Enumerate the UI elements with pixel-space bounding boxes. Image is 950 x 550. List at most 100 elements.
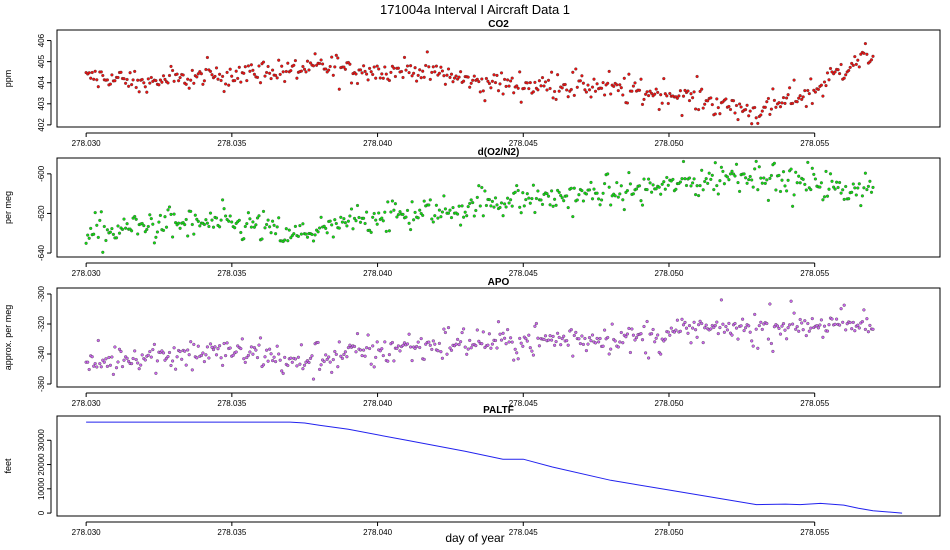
data-point xyxy=(692,320,696,324)
x-axis-label: day of year xyxy=(445,531,505,545)
data-point xyxy=(766,337,770,341)
data-point xyxy=(806,160,810,164)
data-point xyxy=(671,177,675,181)
data-point xyxy=(560,337,564,341)
data-point xyxy=(634,336,639,340)
data-point xyxy=(824,169,828,173)
data-point xyxy=(236,76,240,80)
data-point xyxy=(578,79,582,83)
data-point xyxy=(663,187,667,191)
data-point xyxy=(384,72,388,76)
data-point xyxy=(277,352,281,356)
data-point xyxy=(603,93,607,97)
data-point xyxy=(481,214,485,218)
data-point xyxy=(98,218,102,222)
data-point xyxy=(866,184,870,188)
data-point xyxy=(378,349,382,353)
data-point xyxy=(316,340,320,345)
data-point xyxy=(489,86,493,90)
data-point xyxy=(797,174,801,178)
data-point xyxy=(355,332,360,336)
data-point xyxy=(304,70,308,74)
data-point xyxy=(169,64,173,68)
data-point xyxy=(486,79,490,83)
data-point xyxy=(407,221,411,225)
data-point xyxy=(171,359,175,363)
data-point xyxy=(798,317,802,322)
data-point xyxy=(242,237,246,241)
data-point xyxy=(533,80,537,84)
data-point xyxy=(395,346,399,350)
data-point xyxy=(389,70,393,74)
data-point xyxy=(748,330,752,334)
data-point xyxy=(145,227,149,232)
data-point xyxy=(510,340,514,344)
data-point xyxy=(827,323,831,327)
x-tick-label: 278.045 xyxy=(509,139,538,148)
data-point xyxy=(501,92,505,96)
series-points xyxy=(84,42,875,126)
data-point xyxy=(640,203,645,207)
data-point xyxy=(345,224,349,228)
data-point xyxy=(692,90,696,94)
data-point xyxy=(734,162,739,166)
panel-frame xyxy=(56,287,941,388)
data-point xyxy=(683,88,687,92)
data-point xyxy=(154,235,158,239)
data-point xyxy=(590,197,595,201)
x-tick-label: 278.050 xyxy=(655,139,684,148)
data-point xyxy=(593,341,598,345)
data-point xyxy=(340,220,344,224)
data-point xyxy=(219,218,223,222)
data-point xyxy=(346,219,350,223)
data-point xyxy=(261,60,266,64)
data-point xyxy=(257,64,261,68)
data-point xyxy=(466,347,470,351)
data-point xyxy=(610,322,614,326)
data-point xyxy=(167,350,172,355)
data-point xyxy=(618,340,622,344)
data-point xyxy=(871,185,875,189)
data-point xyxy=(607,69,611,73)
data-point xyxy=(418,345,422,350)
data-point xyxy=(337,226,341,230)
data-point xyxy=(619,184,623,188)
data-point xyxy=(133,214,137,219)
data-point xyxy=(534,321,538,326)
data-point xyxy=(237,65,241,69)
data-point xyxy=(101,250,105,254)
data-point xyxy=(775,324,780,328)
data-point xyxy=(847,68,851,73)
data-point xyxy=(656,90,660,94)
data-point xyxy=(295,76,299,80)
data-point xyxy=(580,334,584,338)
data-point xyxy=(409,64,413,68)
data-point xyxy=(96,85,100,89)
data-point xyxy=(750,122,754,126)
data-point xyxy=(218,225,222,229)
data-point xyxy=(433,70,437,74)
data-point xyxy=(681,159,686,164)
x-tick-label: 278.045 xyxy=(509,269,538,278)
data-point xyxy=(518,205,522,209)
data-point xyxy=(454,74,458,78)
data-point xyxy=(650,190,654,194)
data-point xyxy=(189,209,193,213)
data-point xyxy=(374,76,378,80)
data-point xyxy=(381,76,385,80)
data-point xyxy=(499,71,504,75)
data-point xyxy=(557,89,561,93)
data-point xyxy=(190,68,194,72)
data-point xyxy=(569,87,573,92)
data-point xyxy=(716,192,720,196)
data-point xyxy=(598,336,602,341)
data-point xyxy=(630,327,634,331)
data-point xyxy=(557,335,561,339)
data-point xyxy=(431,339,435,343)
data-point xyxy=(413,66,417,70)
data-point xyxy=(601,191,605,195)
panel-title: PALTF xyxy=(483,405,514,416)
data-point xyxy=(174,221,178,225)
data-point xyxy=(357,215,361,220)
data-point xyxy=(606,81,610,85)
